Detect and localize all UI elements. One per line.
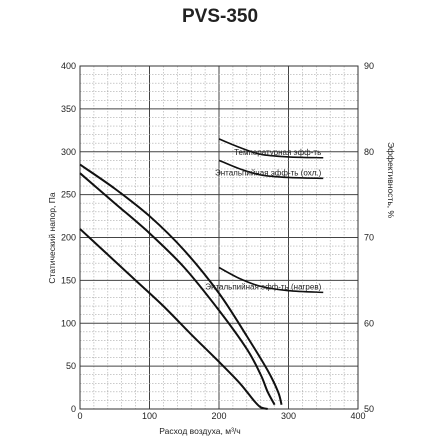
pressure-curve-1 <box>79 228 268 410</box>
y2-tick-label: 70 <box>364 233 374 243</box>
efficiency-curve-1 <box>218 138 324 159</box>
y2-tick-label: 90 <box>364 61 374 71</box>
efficiency-label-3: Энтальпийная эфф-ть (нагрев) <box>205 282 321 291</box>
curves <box>79 163 283 410</box>
y-tick-label: 250 <box>61 190 76 200</box>
y2-tick-label: 80 <box>364 147 374 157</box>
efficiency-curve-3 <box>218 266 324 294</box>
x-tick-label: 100 <box>142 411 157 421</box>
efficiency-curves <box>218 138 324 294</box>
y-tick-label: 50 <box>66 361 76 371</box>
y-axis-ticks: 0 50 100 150 200 250 300 350 400 <box>61 61 76 414</box>
y2-tick-label: 60 <box>364 318 374 328</box>
pressure-curve-3 <box>79 163 283 405</box>
efficiency-curve-2 <box>218 159 324 180</box>
x-axis-label: Расход воздуха, м³/ч <box>159 426 240 436</box>
y-tick-label: 0 <box>71 404 76 414</box>
efficiency-label-2: Энтальпийная эфф-ть (охл.) <box>215 168 322 177</box>
efficiency-labels: Температурная эфф-ть Энтальпийная эфф-ть … <box>205 148 321 292</box>
grid <box>80 66 358 409</box>
x-tick-label: 300 <box>281 411 296 421</box>
x-tick-label: 400 <box>350 411 365 421</box>
y-tick-label: 100 <box>61 318 76 328</box>
efficiency-label-1: Температурная эфф-ть <box>234 148 321 157</box>
y2-tick-label: 50 <box>364 404 374 414</box>
x-tick-label: 200 <box>211 411 226 421</box>
y-tick-label: 200 <box>61 233 76 243</box>
chart-title: PVS-350 <box>182 6 258 27</box>
x-axis-ticks: 0 100 200 300 400 <box>77 411 365 421</box>
y2-axis-label: Эффективность, % <box>386 142 396 219</box>
x-tick-label: 0 <box>77 411 82 421</box>
pressure-curve-2 <box>79 172 276 406</box>
y2-axis-ticks: 50 60 70 80 90 <box>364 61 374 414</box>
y-tick-label: 150 <box>61 275 76 285</box>
y-tick-label: 400 <box>61 61 76 71</box>
y-tick-label: 300 <box>61 147 76 157</box>
y-axis-label: Статический напор, Па <box>47 192 57 283</box>
y-tick-label: 350 <box>61 104 76 114</box>
plot-frame <box>79 65 359 410</box>
